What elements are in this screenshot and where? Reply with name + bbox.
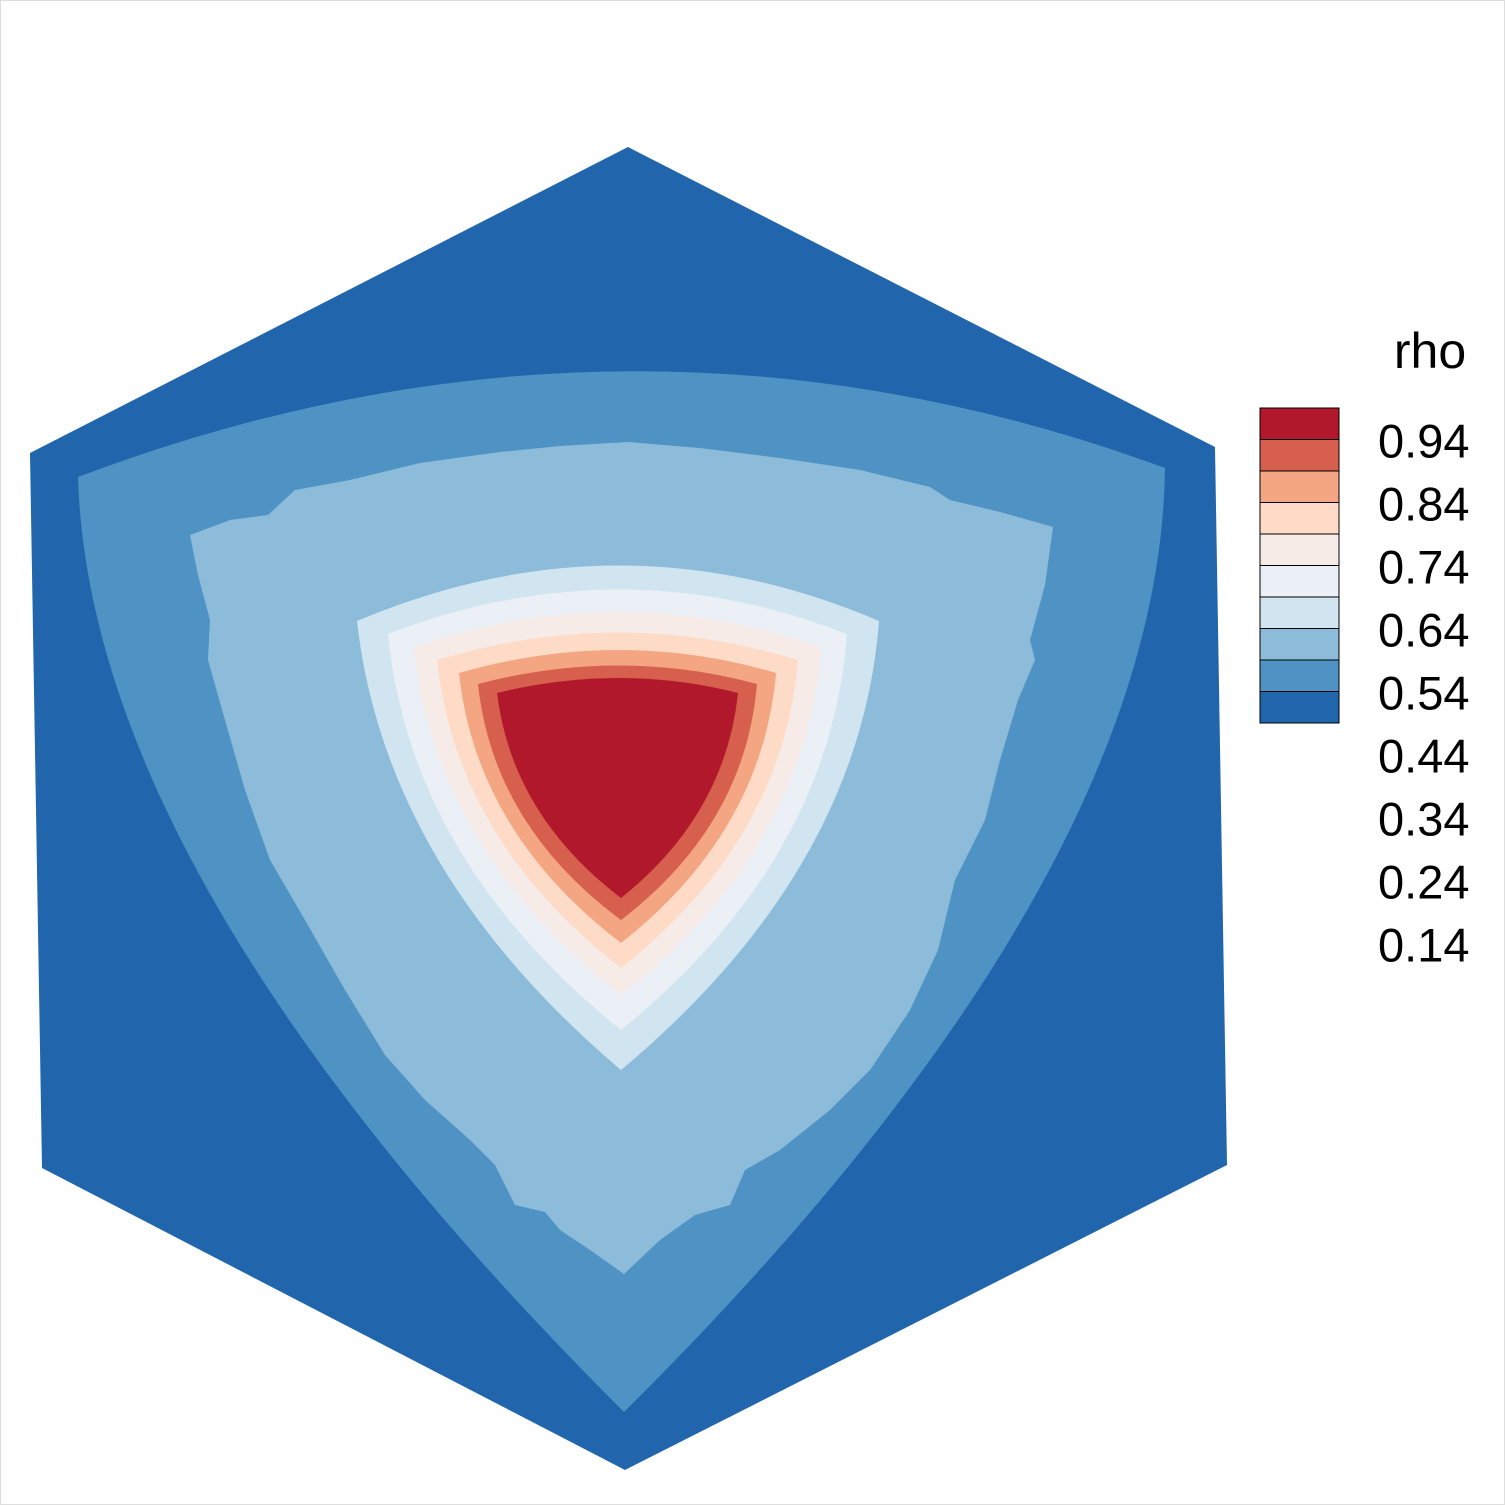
legend-tick-label: 0.44 bbox=[1378, 730, 1469, 783]
legend-swatch bbox=[1259, 628, 1340, 661]
legend-swatch bbox=[1259, 659, 1340, 692]
legend-tick-label: 0.84 bbox=[1378, 478, 1469, 531]
legend-ticks: 0.94 0.84 0.74 0.64 0.54 0.44 0.34 0.24 0.14 bbox=[1378, 415, 1469, 972]
legend-tick-label: 0.94 bbox=[1378, 415, 1469, 468]
legend-tick-label: 0.24 bbox=[1378, 856, 1469, 909]
legend-tick-label: 0.64 bbox=[1378, 604, 1469, 657]
legend-swatch bbox=[1259, 596, 1340, 629]
legend: rho 0.94 0.84 0.74 0.64 0.54 0.44 0.34 0.24 0.14 bbox=[1259, 323, 1469, 972]
band-rho-gt-0.94 bbox=[497, 678, 738, 898]
legend-swatch bbox=[1259, 691, 1340, 724]
legend-tick-label: 0.54 bbox=[1378, 667, 1469, 720]
legend-swatches bbox=[1259, 407, 1340, 724]
contour-bands bbox=[30, 147, 1227, 1470]
legend-swatch bbox=[1259, 470, 1340, 503]
legend-swatch bbox=[1259, 502, 1340, 535]
legend-tick-label: 0.34 bbox=[1378, 793, 1469, 846]
legend-swatch bbox=[1259, 533, 1340, 566]
legend-tick-label: 0.14 bbox=[1378, 919, 1469, 972]
legend-swatch bbox=[1259, 439, 1340, 472]
legend-title: rho bbox=[1394, 323, 1466, 379]
legend-tick-label: 0.74 bbox=[1378, 541, 1469, 594]
legend-swatch bbox=[1259, 407, 1340, 440]
legend-swatch bbox=[1259, 565, 1340, 598]
